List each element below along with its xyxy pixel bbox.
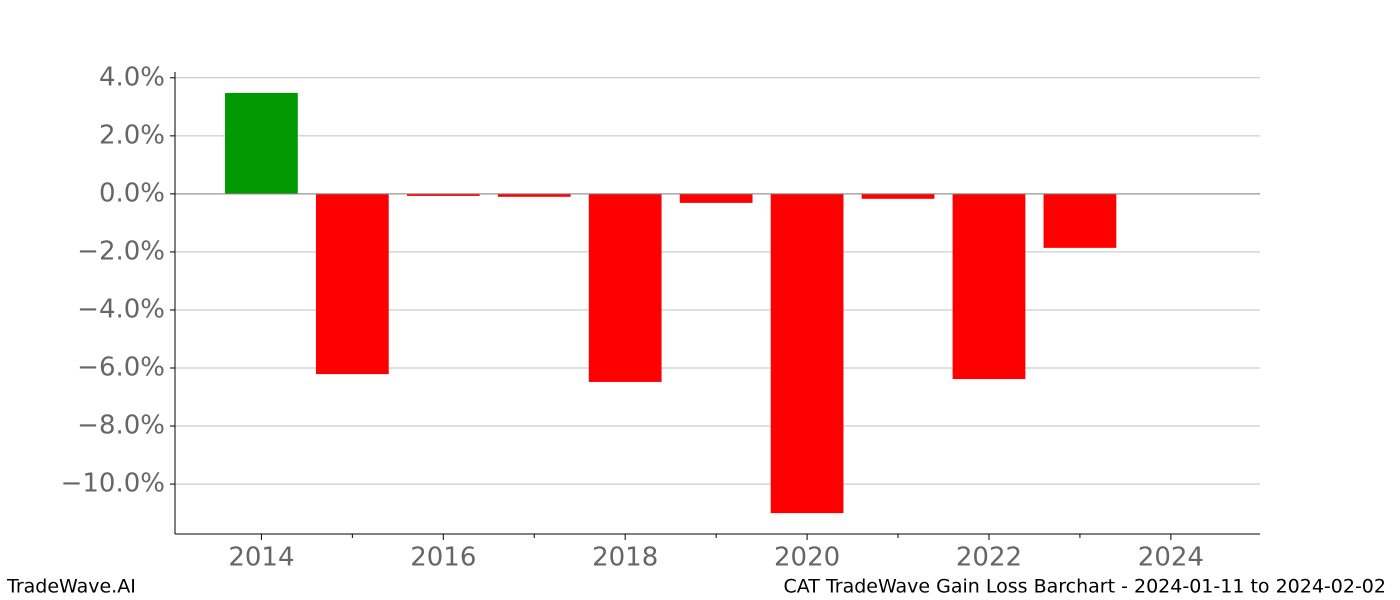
y-tick-label: −2.0%	[77, 236, 165, 266]
x-tick-label: 2014	[228, 543, 294, 573]
x-tick-label: 2020	[774, 543, 840, 573]
bar	[315, 193, 389, 375]
y-tick-label: −6.0%	[77, 353, 165, 383]
bar	[406, 193, 480, 196]
x-tick-label: 2018	[592, 543, 658, 573]
bar	[770, 193, 844, 514]
y-tick-label: −8.0%	[77, 411, 165, 441]
footer-right: CAT TradeWave Gain Loss Barchart - 2024-…	[784, 576, 1386, 598]
bar	[1043, 193, 1117, 248]
y-tick-label: 4.0%	[99, 62, 165, 92]
x-tick-label: 2022	[956, 543, 1022, 573]
bar	[588, 193, 662, 382]
bar	[861, 193, 935, 199]
y-tick-label: −10.0%	[61, 469, 165, 499]
x-tick-label: 2024	[1138, 543, 1204, 573]
footer-left: TradeWave.AI	[6, 576, 136, 598]
bar	[952, 193, 1026, 380]
x-tick-label: 2016	[410, 543, 476, 573]
y-tick-label: 2.0%	[99, 120, 165, 150]
y-tick-label: −4.0%	[77, 294, 165, 324]
y-tick-label: 0.0%	[99, 178, 165, 208]
bar	[497, 193, 571, 197]
bar	[225, 92, 298, 194]
bar	[679, 193, 753, 203]
